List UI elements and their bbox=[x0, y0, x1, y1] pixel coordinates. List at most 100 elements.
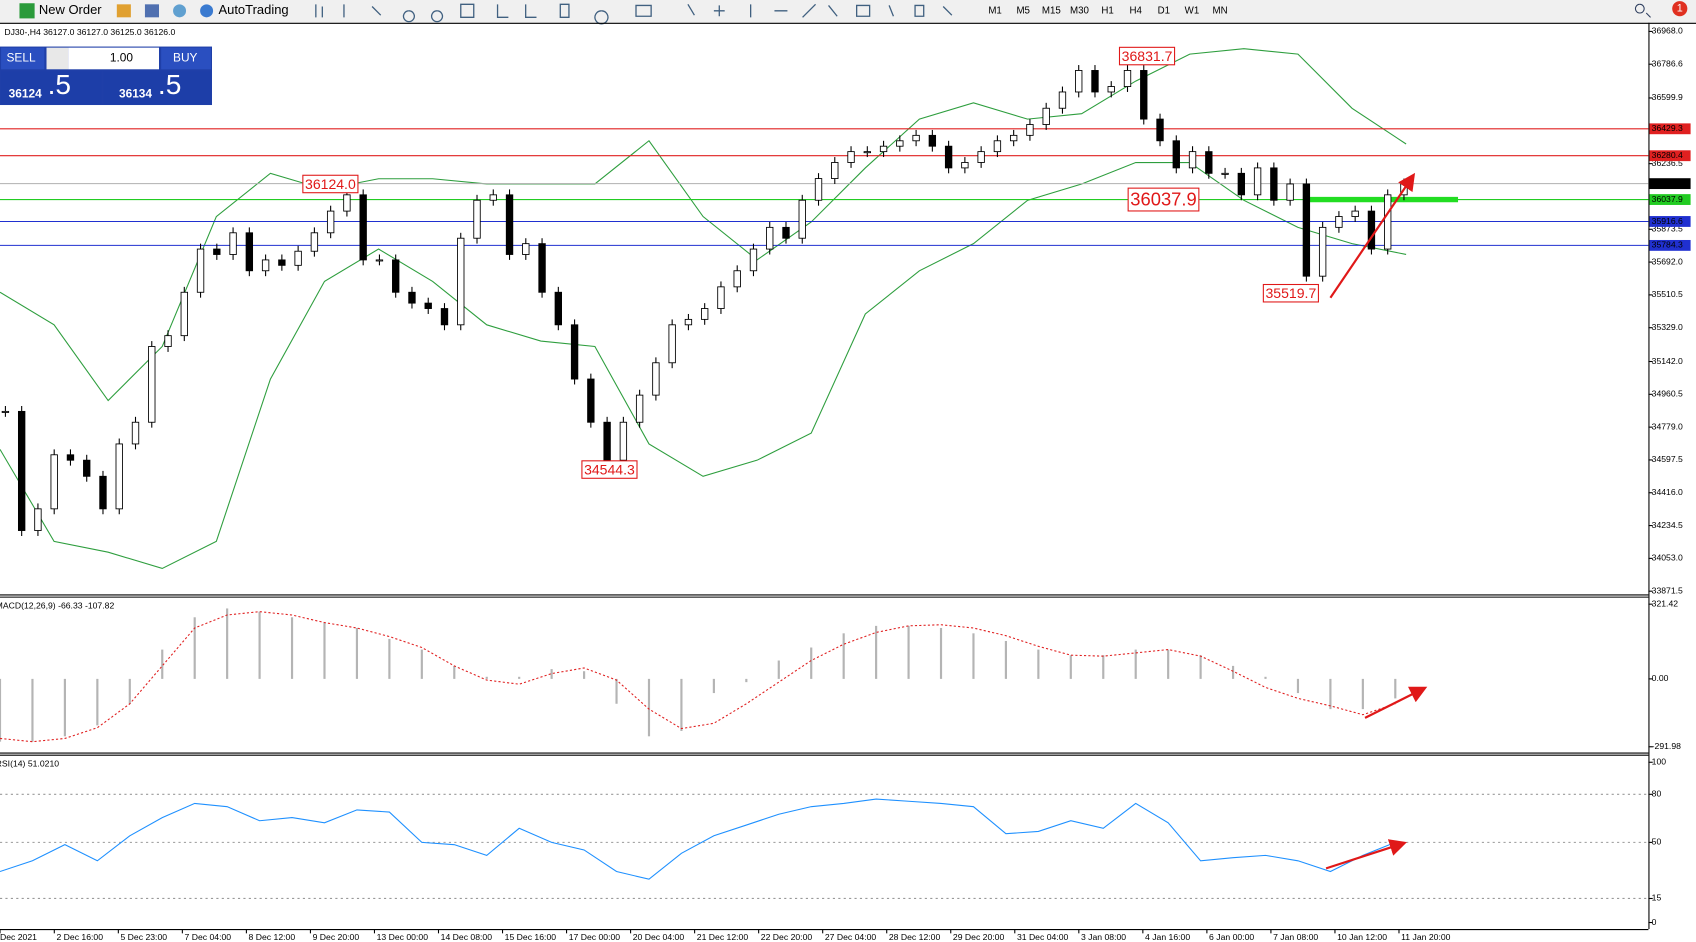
trade-panel: SELL 1.00 BUY 36124 .5 36134 .5 bbox=[0, 46, 212, 106]
timeframe-button[interactable]: M30 bbox=[1070, 5, 1089, 16]
icon[interactable] bbox=[144, 4, 159, 18]
timeframe-button[interactable]: H4 bbox=[1129, 5, 1142, 16]
y-tick-label: 321.42 bbox=[1652, 598, 1679, 608]
timeframes: M1 M5 M15 M30 H1 H4 D1 W1 MN bbox=[988, 5, 1227, 16]
candle bbox=[879, 145, 888, 153]
level-label: 35916.6 bbox=[1652, 216, 1683, 226]
y-tick-label: 0.00 bbox=[1652, 673, 1669, 683]
y-tick-label: 36968.0 bbox=[1652, 26, 1683, 36]
search-icon[interactable] bbox=[1634, 3, 1651, 18]
macd-bar bbox=[907, 625, 910, 679]
macd-bar bbox=[810, 647, 813, 679]
candle bbox=[701, 308, 709, 320]
panel-title: MACD(12,26,9) -66.33 -107.82 bbox=[0, 601, 114, 611]
y-tick-label: 33871.5 bbox=[1652, 585, 1683, 595]
candle bbox=[896, 140, 904, 147]
candle bbox=[213, 248, 221, 255]
macd-bar bbox=[323, 622, 326, 679]
candle bbox=[473, 199, 481, 239]
candle bbox=[635, 394, 644, 423]
candle bbox=[294, 250, 302, 266]
candle bbox=[131, 421, 140, 445]
new-order-label: New Order bbox=[39, 2, 102, 17]
lot-down[interactable] bbox=[46, 47, 69, 70]
timeframe-button[interactable]: M1 bbox=[988, 5, 1002, 16]
candle bbox=[652, 362, 660, 396]
buy-button[interactable]: BUY bbox=[161, 47, 211, 70]
y-tick-label: 35873.5 bbox=[1652, 224, 1683, 234]
timeframe-button[interactable]: M15 bbox=[1042, 5, 1061, 16]
y-tick-label: -291.98 bbox=[1652, 741, 1681, 751]
candle bbox=[1302, 183, 1311, 277]
timeframe-button[interactable]: W1 bbox=[1185, 5, 1200, 16]
x-tick-label: 20 Dec 04:00 bbox=[633, 932, 685, 942]
macd-bar bbox=[712, 678, 715, 694]
macd-bar bbox=[355, 627, 359, 679]
icon[interactable] bbox=[173, 4, 187, 18]
candle bbox=[50, 454, 58, 510]
bid-label-bg bbox=[1649, 178, 1691, 190]
candle bbox=[83, 459, 91, 477]
macd-bar bbox=[518, 676, 521, 679]
candle bbox=[619, 421, 628, 461]
y-tick-label: 34053.0 bbox=[1652, 553, 1683, 563]
macd-bar bbox=[193, 617, 196, 679]
candle bbox=[1318, 226, 1327, 277]
candle bbox=[1270, 167, 1278, 201]
candle bbox=[245, 232, 254, 272]
candle bbox=[668, 324, 676, 364]
y-tick-label: 35142.0 bbox=[1652, 356, 1683, 366]
alerts[interactable]: 1 bbox=[1672, 1, 1688, 17]
macd-bar bbox=[1134, 649, 1137, 679]
macd-bar bbox=[63, 678, 66, 737]
candle bbox=[684, 318, 693, 326]
timeframe-button[interactable]: D1 bbox=[1158, 5, 1170, 16]
buy-price-button[interactable]: 36134 .5 bbox=[103, 69, 211, 104]
candle bbox=[1107, 86, 1115, 93]
sell-button[interactable]: SELL bbox=[1, 47, 45, 70]
x-tick-label: Dec 2021 bbox=[0, 932, 37, 942]
candle bbox=[1009, 134, 1018, 142]
candle bbox=[408, 291, 416, 304]
level-label-bg bbox=[1649, 239, 1691, 251]
x-tick-label: 13 Dec 00:00 bbox=[377, 932, 429, 942]
candle bbox=[375, 259, 384, 262]
rsi-line bbox=[0, 798, 1396, 880]
y-tick-label: 34779.0 bbox=[1652, 421, 1683, 431]
buy-pips: .5 bbox=[158, 69, 181, 100]
candle bbox=[1075, 70, 1083, 93]
x-tick-label: 3 Jan 08:00 bbox=[1081, 932, 1126, 942]
lot-input[interactable] bbox=[68, 47, 159, 70]
timeframe-button[interactable]: H1 bbox=[1101, 5, 1113, 16]
timeframe-button[interactable]: MN bbox=[1213, 5, 1228, 16]
autotrading-label: AutoTrading bbox=[218, 2, 288, 17]
candle bbox=[522, 243, 530, 255]
macd-bar bbox=[1102, 655, 1105, 679]
candle bbox=[1205, 151, 1213, 174]
candle bbox=[99, 475, 107, 510]
candle bbox=[261, 259, 270, 272]
sell-price-button[interactable]: 36124 .5 bbox=[1, 69, 102, 104]
candle bbox=[326, 210, 335, 234]
y-tick-label: 36236.5 bbox=[1652, 158, 1683, 168]
x-tick-label: 5 Dec 23:00 bbox=[120, 932, 167, 942]
candle bbox=[538, 243, 546, 293]
timeframe-button[interactable]: M5 bbox=[1016, 5, 1030, 16]
candle bbox=[440, 308, 449, 326]
macd-bar bbox=[583, 671, 586, 679]
candle bbox=[229, 232, 237, 255]
macd-bar bbox=[1004, 640, 1007, 679]
macd-bar bbox=[388, 638, 391, 679]
x-tick-label: 14 Dec 08:00 bbox=[441, 932, 493, 942]
level-label: 36429.3 bbox=[1652, 123, 1683, 133]
autotrading-button[interactable]: AutoTrading bbox=[200, 2, 289, 18]
macd-bar bbox=[1037, 649, 1040, 679]
sell-label: SELL bbox=[6, 51, 35, 65]
macd-bar bbox=[875, 625, 878, 679]
lot-value: 1.00 bbox=[110, 51, 134, 65]
new-order-button[interactable]: New Order bbox=[19, 2, 102, 19]
candle bbox=[1221, 172, 1229, 175]
price-annotation-box bbox=[581, 460, 638, 479]
icon[interactable] bbox=[116, 4, 131, 18]
x-tick-label: 28 Dec 12:00 bbox=[889, 932, 941, 942]
